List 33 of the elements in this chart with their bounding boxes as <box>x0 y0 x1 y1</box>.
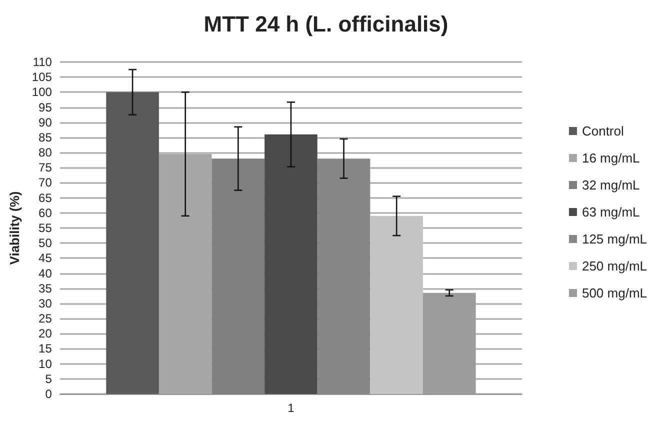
y-tick-label: 45 <box>38 251 52 266</box>
y-tick-label: 10 <box>38 356 52 371</box>
y-tick-label: 70 <box>38 176 52 190</box>
y-tick-label: 75 <box>38 160 52 175</box>
y-tick-label: 35 <box>38 281 52 296</box>
y-tick-label: 110 <box>32 55 52 69</box>
y-tick-label: 5 <box>45 372 52 386</box>
legend-label: 250 mg/mL <box>582 258 648 274</box>
y-axis-title: Viability (%) <box>7 191 22 265</box>
y-tick-label: 90 <box>38 115 52 130</box>
legend-label: 16 mg/mL <box>582 150 640 166</box>
y-tick-label: 80 <box>38 146 52 160</box>
y-tick-label: 100 <box>32 85 52 100</box>
y-tick-label: 25 <box>38 312 52 326</box>
x-tick-label: 1 <box>288 401 295 415</box>
y-tick-label: 60 <box>38 206 52 220</box>
legend-label: 500 mg/mL <box>582 286 648 300</box>
y-tick-label: 85 <box>38 130 52 144</box>
legend-label: 63 mg/mL <box>582 204 640 220</box>
y-tick-label: 20 <box>38 326 52 341</box>
legend-label: 125 mg/mL <box>582 232 648 246</box>
chart-title: MTT 24 h (L. officinalis) <box>204 12 448 36</box>
y-tick-label: 15 <box>38 342 52 356</box>
y-tick-label: 0 <box>45 387 52 401</box>
legend-label: 32 mg/mL <box>582 178 640 192</box>
y-tick-label: 40 <box>38 266 52 280</box>
y-tick-label: 30 <box>38 296 52 310</box>
y-tick-label: 95 <box>38 100 52 114</box>
legend-label: Control <box>582 124 624 138</box>
y-tick-label: 105 <box>32 70 52 84</box>
y-tick-label: 50 <box>38 236 52 250</box>
y-tick-label: 65 <box>38 190 52 205</box>
y-tick-label: 55 <box>38 221 52 235</box>
